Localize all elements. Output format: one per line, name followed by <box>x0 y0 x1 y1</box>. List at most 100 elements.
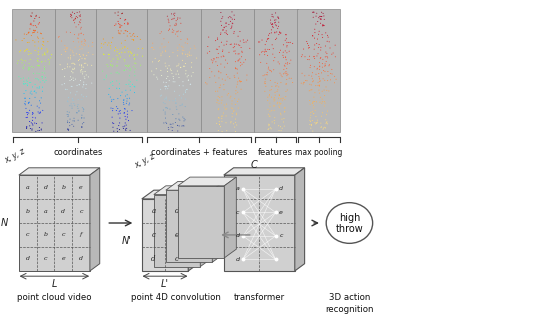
Point <box>35 111 44 116</box>
Point <box>33 35 42 40</box>
Point <box>164 17 173 22</box>
Point <box>156 87 165 92</box>
Point <box>265 114 274 119</box>
Point <box>309 99 317 104</box>
Point <box>130 52 139 57</box>
Point <box>73 35 82 41</box>
Point <box>205 75 214 80</box>
Point <box>88 40 97 45</box>
Point <box>319 57 327 62</box>
Point <box>332 77 341 82</box>
Point <box>275 93 284 98</box>
Point <box>107 59 115 64</box>
Point <box>120 21 129 26</box>
Point <box>115 81 124 86</box>
Point <box>311 83 320 88</box>
Point <box>315 83 324 88</box>
Point <box>166 125 175 130</box>
Point <box>308 101 317 106</box>
Point <box>279 50 287 55</box>
Point <box>319 23 327 28</box>
Point <box>306 119 315 124</box>
Point <box>214 115 223 120</box>
Point <box>275 92 284 97</box>
Point <box>108 115 117 120</box>
Point <box>318 35 327 40</box>
Text: c: c <box>152 231 155 239</box>
Point <box>274 24 283 29</box>
Point <box>281 69 290 74</box>
Point <box>122 101 131 106</box>
Point <box>276 112 285 117</box>
Point <box>310 54 319 59</box>
Point <box>319 76 327 81</box>
Point <box>331 54 340 59</box>
Point <box>321 50 330 55</box>
Point <box>157 29 166 34</box>
Point <box>18 38 27 43</box>
Point <box>162 80 170 85</box>
Point <box>235 78 244 83</box>
Point <box>120 123 129 128</box>
Point <box>324 35 332 40</box>
Point <box>314 45 323 50</box>
Point <box>73 15 82 20</box>
Point <box>176 65 185 70</box>
Point <box>72 24 80 30</box>
Point <box>276 101 285 106</box>
Point <box>138 54 147 59</box>
Point <box>169 28 178 33</box>
Point <box>75 82 84 87</box>
Point <box>44 57 53 62</box>
Point <box>63 112 72 117</box>
Point <box>229 31 238 36</box>
Point <box>316 17 325 22</box>
Point <box>103 43 112 48</box>
Point <box>234 97 243 102</box>
FancyBboxPatch shape <box>96 9 147 132</box>
Point <box>273 83 281 88</box>
Point <box>173 123 182 128</box>
Point <box>215 85 224 90</box>
Point <box>110 10 119 15</box>
Point <box>122 126 131 131</box>
Text: N: N <box>1 218 8 228</box>
Point <box>323 109 332 114</box>
Point <box>269 97 278 102</box>
Point <box>178 51 187 57</box>
Point <box>65 103 74 108</box>
Point <box>323 78 332 83</box>
Point <box>235 78 244 84</box>
Point <box>122 64 131 69</box>
Point <box>109 57 118 62</box>
Point <box>161 44 170 49</box>
Point <box>318 99 327 104</box>
Point <box>282 50 291 55</box>
Point <box>37 46 46 51</box>
Point <box>278 116 286 122</box>
Point <box>232 84 241 89</box>
Point <box>223 61 232 66</box>
Point <box>126 88 135 93</box>
Point <box>18 60 27 65</box>
Text: 3D action
recognition: 3D action recognition <box>325 293 374 314</box>
Point <box>164 19 173 24</box>
Point <box>19 79 28 84</box>
Point <box>25 67 34 72</box>
Polygon shape <box>90 168 100 271</box>
Point <box>99 42 108 47</box>
Point <box>243 38 252 43</box>
Point <box>120 106 129 111</box>
Point <box>274 14 282 19</box>
Point <box>109 125 118 130</box>
Point <box>64 128 73 133</box>
Point <box>300 73 309 78</box>
Point <box>303 41 312 46</box>
Point <box>282 57 291 62</box>
Point <box>121 94 130 99</box>
Point <box>127 51 136 56</box>
Point <box>29 65 38 70</box>
Point <box>165 106 174 111</box>
Point <box>24 65 33 70</box>
Point <box>125 53 134 58</box>
